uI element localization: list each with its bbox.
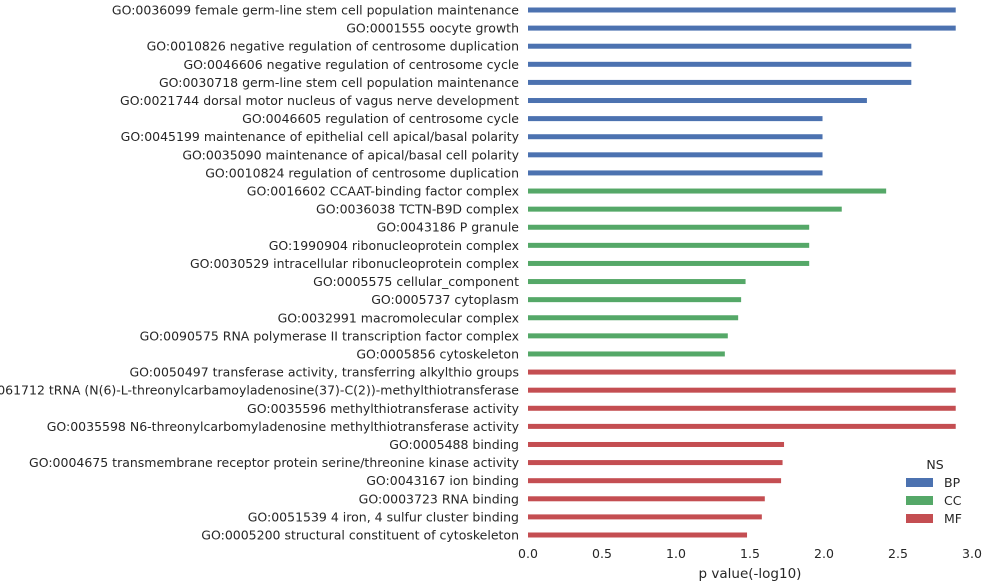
bar-bp bbox=[528, 134, 823, 140]
bar-cc bbox=[528, 333, 728, 339]
bar-mf bbox=[528, 460, 783, 466]
category-label: GO:0032991 macromolecular complex bbox=[278, 310, 519, 325]
legend-swatch-bp bbox=[906, 478, 933, 487]
bar-cc bbox=[528, 242, 810, 248]
category-label: GO:0046605 regulation of centrosome cycl… bbox=[242, 111, 519, 126]
bar-mf bbox=[528, 441, 785, 447]
bar-mf bbox=[528, 514, 762, 520]
category-label: GO:0004675 transmembrane receptor protei… bbox=[29, 455, 520, 470]
category-labels: GO:0036099 female germ-line stem cell po… bbox=[0, 3, 520, 543]
legend-label-bp: BP bbox=[944, 475, 961, 490]
legend-label-mf: MF bbox=[944, 511, 962, 526]
bar-mf bbox=[528, 405, 956, 411]
bars-layer bbox=[528, 7, 956, 538]
category-label: GO:0001555 oocyte growth bbox=[346, 21, 519, 36]
bar-mf bbox=[528, 496, 765, 502]
category-label: GO:0003723 RNA binding bbox=[359, 491, 519, 506]
bar-mf bbox=[528, 369, 956, 375]
bar-mf bbox=[528, 387, 956, 393]
category-label: GO:0005737 cytoplasm bbox=[371, 292, 519, 307]
bar-cc bbox=[528, 206, 842, 212]
category-label: GO:0043186 P granule bbox=[377, 220, 520, 235]
x-axis-title: p value(-log10) bbox=[699, 566, 802, 582]
legend-swatch-mf bbox=[906, 514, 933, 523]
category-label: GO:0005488 binding bbox=[389, 437, 519, 452]
category-label: GO:0016602 CCAAT-binding factor complex bbox=[247, 184, 519, 199]
bar-cc bbox=[528, 279, 746, 285]
category-label: GO:0035598 N6-threonylcarbomyladenosine … bbox=[47, 419, 520, 434]
category-label: GO:0005856 cytoskeleton bbox=[356, 346, 519, 361]
category-label: GO:0035596 methylthiotransferase activit… bbox=[247, 401, 520, 416]
category-label: GO:0005575 cellular_component bbox=[313, 274, 519, 289]
x-tick-label: 0.0 bbox=[518, 546, 538, 561]
bar-bp bbox=[528, 152, 823, 158]
category-label: GO:0010826 negative regulation of centro… bbox=[147, 39, 519, 54]
category-label: GO:0005200 structural constituent of cyt… bbox=[201, 528, 519, 543]
bar-bp bbox=[528, 43, 912, 49]
bar-bp bbox=[528, 170, 823, 176]
bar-bp bbox=[528, 79, 912, 85]
legend-swatch-cc bbox=[906, 496, 933, 505]
bar-mf bbox=[528, 423, 956, 429]
bar-bp bbox=[528, 61, 912, 67]
legend-title: NS bbox=[926, 457, 943, 472]
bar-cc bbox=[528, 315, 739, 321]
category-label: GO:0036038 TCTN-B9D complex bbox=[316, 202, 519, 217]
category-label: GO:0061712 tRNA (N(6)-L-threonylcarbamoy… bbox=[0, 383, 519, 398]
category-label: GO:0030529 intracellular ribonucleoprote… bbox=[190, 256, 519, 271]
category-label: GO:0046606 negative regulation of centro… bbox=[184, 57, 520, 72]
category-label: GO:0051539 4 iron, 4 sulfur cluster bind… bbox=[248, 509, 519, 524]
bar-cc bbox=[528, 351, 725, 357]
x-axis-ticks: 0.0 0.5 1.0 1.5 2.0 2.5 3.0 bbox=[518, 546, 982, 561]
x-tick-label: 0.5 bbox=[592, 546, 612, 561]
legend: NS BP CC MF bbox=[906, 457, 962, 526]
category-label: GO:0036099 female germ-line stem cell po… bbox=[112, 3, 519, 18]
bar-cc bbox=[528, 297, 742, 303]
category-label: GO:0021744 dorsal motor nucleus of vagus… bbox=[120, 93, 519, 108]
category-label: GO:0043167 ion binding bbox=[366, 473, 519, 488]
x-tick-label: 2.0 bbox=[814, 546, 834, 561]
x-tick-label: 3.0 bbox=[962, 546, 982, 561]
bar-cc bbox=[528, 224, 810, 230]
bar-bp bbox=[528, 98, 867, 104]
x-tick-label: 1.5 bbox=[740, 546, 760, 561]
bar-bp bbox=[528, 7, 956, 13]
category-label: GO:0050497 transferase activity, transfe… bbox=[129, 365, 519, 380]
category-label: GO:0030718 germ-line stem cell populatio… bbox=[159, 75, 519, 90]
bar-cc bbox=[528, 260, 810, 266]
category-label: GO:0010824 regulation of centrosome dupl… bbox=[205, 165, 519, 180]
legend-label-cc: CC bbox=[944, 493, 962, 508]
bar-mf bbox=[528, 532, 748, 538]
x-tick-label: 2.5 bbox=[888, 546, 908, 561]
bar-bp bbox=[528, 25, 956, 31]
category-label: GO:0045199 maintenance of epithelial cel… bbox=[121, 129, 520, 144]
legend-entries: BP CC MF bbox=[906, 475, 962, 526]
bar-bp bbox=[528, 116, 823, 122]
category-label: GO:0090575 RNA polymerase II transcripti… bbox=[140, 328, 519, 343]
category-label: GO:0035090 maintenance of apical/basal c… bbox=[182, 147, 519, 162]
x-tick-label: 1.0 bbox=[666, 546, 686, 561]
bar-cc bbox=[528, 188, 887, 194]
bar-mf bbox=[528, 478, 782, 484]
category-label: GO:1990904 ribonucleoprotein complex bbox=[269, 238, 519, 253]
